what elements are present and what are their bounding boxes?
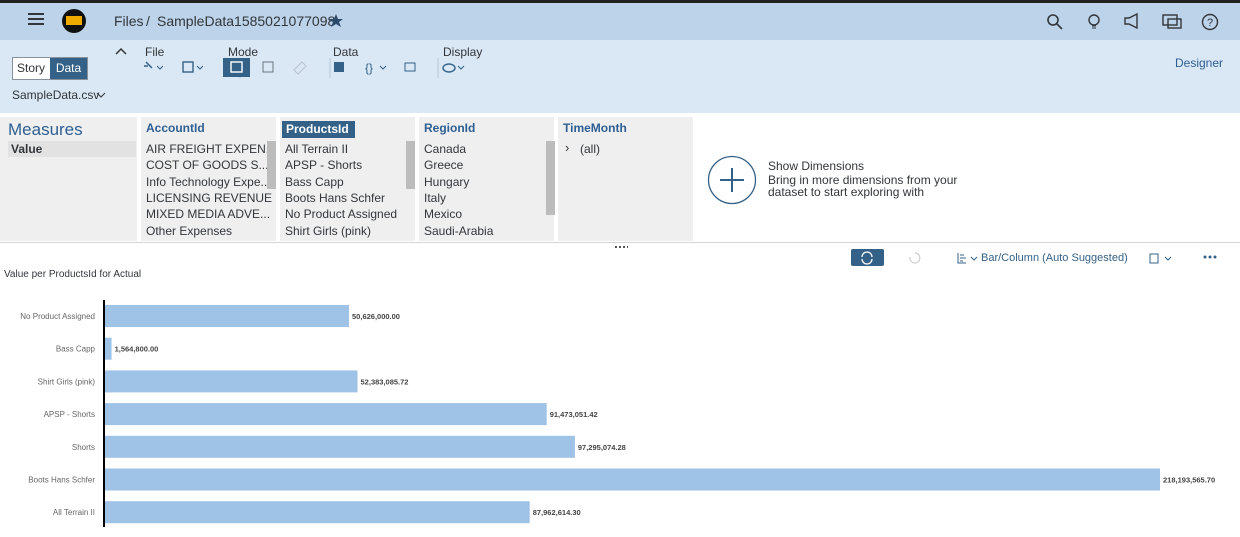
show-dimensions-text: Bring in more dimensions from your bbox=[768, 173, 958, 187]
chart: Value per ProductsId for Actual No Produ… bbox=[4, 269, 1215, 527]
category-label: Boots Hans Schfer bbox=[28, 476, 95, 485]
shell-icons[interactable]: ? bbox=[1045, 12, 1230, 32]
measures-title: Measures bbox=[8, 120, 83, 139]
dimension-panel: AccountId AIR FREIGHT EXPEN... COST OF GOO… bbox=[141, 117, 276, 241]
scrollbar[interactable] bbox=[546, 141, 555, 215]
measures-panel: Measures Value bbox=[0, 117, 137, 241]
toolbar bbox=[0, 40, 1240, 113]
chart-type[interactable]: Bar/Column (Auto Suggested) bbox=[981, 252, 1128, 264]
resize-handle[interactable] bbox=[613, 244, 629, 250]
dimension-item[interactable]: All Terrain II bbox=[285, 142, 349, 156]
show-dimensions-text: dataset to start exploring with bbox=[768, 185, 925, 199]
dimension-item[interactable]: Boots Hans Schfer bbox=[285, 190, 386, 205]
value-label: 218,193,565.70 bbox=[1163, 476, 1215, 485]
data-button[interactable]: Data bbox=[50, 58, 87, 79]
file-name: SampleData1585021077098 bbox=[157, 13, 336, 29]
value-label: 91,473,051.42 bbox=[550, 410, 598, 419]
dimension-item[interactable]: MIXED MEDIA ADVE... bbox=[146, 207, 271, 222]
dimension-item[interactable]: Other Expenses bbox=[146, 223, 233, 238]
category-label: Bass Capp bbox=[56, 345, 96, 354]
show-dimensions-title: Show Dimensions bbox=[768, 159, 865, 173]
scrollbar[interactable] bbox=[267, 141, 276, 189]
more-menu[interactable] bbox=[1202, 254, 1218, 260]
value-label: 52,383,085.72 bbox=[361, 377, 409, 386]
dimension-item[interactable]: LICENSING REVENUE bbox=[146, 190, 273, 205]
group-label: File bbox=[145, 45, 165, 59]
dimension-title[interactable]: AccountId bbox=[146, 121, 205, 135]
dataset-name[interactable]: SampleData.csv bbox=[12, 88, 100, 102]
group-label: Display bbox=[443, 45, 483, 59]
dimension-item[interactable]: AIR FREIGHT EXPEN... bbox=[146, 142, 276, 156]
bar[interactable] bbox=[105, 501, 530, 524]
chart-title: Value per ProductsId for Actual bbox=[4, 269, 141, 280]
mode-toggle: Story Data bbox=[12, 57, 88, 80]
dimension-item[interactable]: Italy bbox=[424, 190, 447, 205]
bar[interactable] bbox=[105, 468, 1160, 491]
scrollbar[interactable] bbox=[406, 141, 415, 189]
shell-bar: Files / SampleData1585021077098 ? bbox=[0, 0, 1240, 40]
measure-item[interactable]: Value bbox=[11, 142, 43, 156]
add-dimension[interactable] bbox=[707, 155, 757, 205]
group-label: Mode bbox=[228, 45, 259, 59]
dimension-panel: TimeMonth (all) › bbox=[558, 117, 693, 241]
bar[interactable] bbox=[105, 435, 575, 458]
value-label: 97,295,074.28 bbox=[578, 443, 626, 452]
category-label: Shorts bbox=[72, 443, 95, 452]
dimension-item[interactable]: (all) bbox=[580, 142, 600, 156]
dimension-item[interactable]: APSP - Shorts bbox=[285, 158, 363, 173]
value-label: 50,626,000.00 bbox=[352, 312, 400, 321]
bar[interactable] bbox=[105, 403, 547, 426]
collapse[interactable] bbox=[115, 47, 127, 55]
designer-button[interactable]: Designer bbox=[1175, 56, 1224, 70]
category-label: APSP - Shorts bbox=[44, 410, 95, 419]
dimension-item[interactable]: Greece bbox=[424, 158, 464, 173]
dimension-item[interactable]: No Product Assigned bbox=[285, 207, 398, 222]
separator: / bbox=[146, 13, 150, 29]
bar[interactable] bbox=[105, 305, 350, 327]
dimension-panel: ProductsId All Terrain II APSP - Shorts Bas… bbox=[280, 117, 415, 241]
dimension-title[interactable]: ProductsId bbox=[282, 121, 355, 138]
svg-text:{}: {} bbox=[365, 61, 373, 75]
dimension-item[interactable]: Info Technology Expe... bbox=[146, 174, 271, 189]
dataset-dropdown[interactable] bbox=[96, 92, 106, 98]
dimension-title[interactable]: RegionId bbox=[424, 121, 476, 135]
category-label: Shirt Girls (pink) bbox=[38, 377, 96, 386]
logo[interactable] bbox=[61, 8, 89, 34]
divider bbox=[0, 242, 1240, 243]
menu-icon[interactable] bbox=[28, 13, 46, 27]
dimension-panel: RegionId Canada Greece Hungary Italy Mexico Sa… bbox=[419, 117, 555, 241]
dimension-item[interactable]: COST OF GOODS S... bbox=[146, 158, 269, 173]
story-button[interactable]: Story bbox=[16, 61, 45, 75]
toolbar-icons[interactable]: {} bbox=[140, 58, 500, 78]
dimension-item[interactable]: Hungary bbox=[424, 174, 470, 189]
breadcrumb[interactable]: Files bbox=[114, 13, 144, 29]
measure-row[interactable]: Value bbox=[8, 141, 136, 157]
group-label: Data bbox=[333, 45, 359, 59]
bar[interactable] bbox=[105, 337, 112, 360]
chart-toolbar-icons[interactable] bbox=[851, 249, 1181, 267]
category-label: No Product Assigned bbox=[20, 312, 95, 321]
dimension-title[interactable]: TimeMonth bbox=[563, 121, 627, 135]
favorite[interactable] bbox=[328, 13, 344, 29]
value-label: 87,962,614.30 bbox=[533, 508, 581, 517]
expand-icon[interactable]: › bbox=[565, 140, 570, 155]
dimension-item[interactable]: Canada bbox=[424, 142, 467, 156]
dimension-item[interactable]: Shirt Girls (pink) bbox=[285, 223, 372, 238]
svg-text:?: ? bbox=[1207, 17, 1213, 29]
category-label: All Terrain II bbox=[53, 508, 95, 517]
bar[interactable] bbox=[105, 370, 358, 393]
dimension-item[interactable]: Saudi-Arabia bbox=[424, 223, 494, 238]
value-label: 1,564,800.00 bbox=[115, 345, 159, 354]
dimension-item[interactable]: Mexico bbox=[424, 207, 463, 222]
dimension-item[interactable]: Bass Capp bbox=[285, 174, 344, 189]
